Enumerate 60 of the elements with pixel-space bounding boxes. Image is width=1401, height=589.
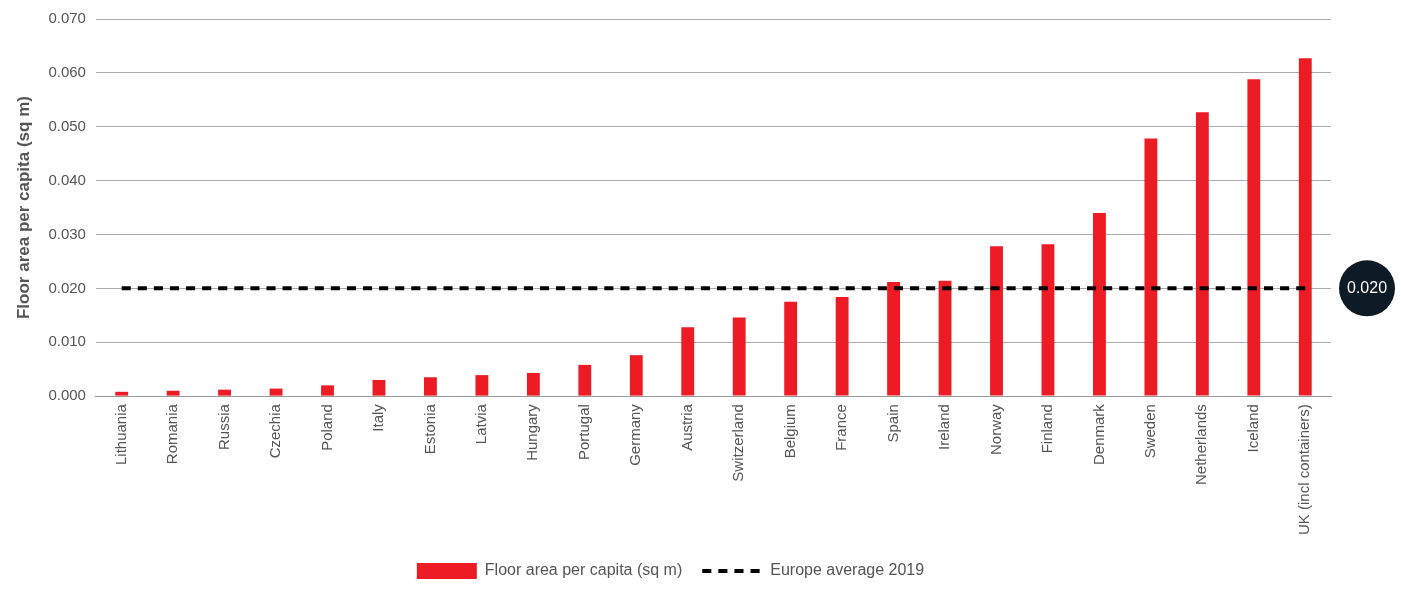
bar <box>218 389 232 396</box>
bar <box>1144 138 1158 396</box>
legend-label: Floor area per capita (sq m) <box>484 561 683 579</box>
bar <box>732 317 746 396</box>
y-tick-label: 0.030 <box>48 224 86 242</box>
x-tick-label: Czechia <box>266 403 284 459</box>
bar <box>784 301 798 396</box>
y-tick-label: 0.060 <box>48 63 86 81</box>
x-tick-label: Estonia <box>420 403 438 455</box>
bar <box>887 281 901 396</box>
x-tick-label: Finland <box>1038 404 1056 454</box>
x-tick-label: Belgium <box>780 404 798 459</box>
bar <box>1298 58 1312 396</box>
annotation: 0.020 <box>1346 278 1388 296</box>
x-tick-label: Ireland <box>935 404 953 450</box>
x-tick-label: Poland <box>317 404 335 451</box>
bar <box>1195 112 1209 396</box>
x-tick-label: Switzerland <box>729 404 747 482</box>
x-tick-label: Netherlands <box>1192 404 1210 486</box>
bar <box>166 390 180 396</box>
y-axis-title: Floor area per capita (sq m) <box>13 96 33 320</box>
bar <box>1247 79 1261 396</box>
x-tick-label: Norway <box>986 403 1004 455</box>
legend-label: Europe average 2019 <box>770 561 925 579</box>
bar <box>938 280 952 396</box>
x-tick-label: Spain <box>883 404 901 443</box>
x-tick-label: Romania <box>163 403 181 465</box>
bar <box>1092 212 1106 396</box>
x-tick-label: France <box>832 404 850 451</box>
bar <box>269 388 283 396</box>
x-tick-label: Lithuania <box>111 403 129 466</box>
bar <box>321 385 334 396</box>
bar <box>475 375 489 396</box>
x-tick-label: Iceland <box>1243 404 1261 453</box>
x-tick-label: Italy <box>369 403 387 432</box>
y-tick-label: 0.040 <box>48 170 86 188</box>
x-tick-label: Latvia <box>472 403 490 445</box>
bar <box>835 296 849 396</box>
bar <box>372 379 386 396</box>
bar <box>578 364 592 396</box>
bar <box>115 391 129 396</box>
y-tick-label: 0.070 <box>48 9 86 27</box>
y-tick-label: 0.010 <box>48 332 86 350</box>
x-tick-label: Denmark <box>1089 403 1107 465</box>
bar <box>629 355 643 396</box>
x-tick-label: Russia <box>214 403 232 450</box>
x-tick-label: Hungary <box>523 403 541 461</box>
bar <box>1041 244 1055 396</box>
bar <box>990 246 1003 396</box>
bar <box>681 327 695 396</box>
y-tick-label: 0.020 <box>48 278 86 296</box>
x-tick-label: Germany <box>626 403 644 466</box>
y-tick-label: 0.000 <box>48 386 86 404</box>
x-tick-label: Sweden <box>1141 404 1159 459</box>
x-tick-label: Portugal <box>574 404 592 460</box>
bar <box>526 372 540 396</box>
x-tick-label: Austria <box>677 403 695 451</box>
y-tick-label: 0.050 <box>48 116 86 134</box>
x-tick-label: UK (incl containers) <box>1295 404 1313 536</box>
bar <box>424 377 437 396</box>
